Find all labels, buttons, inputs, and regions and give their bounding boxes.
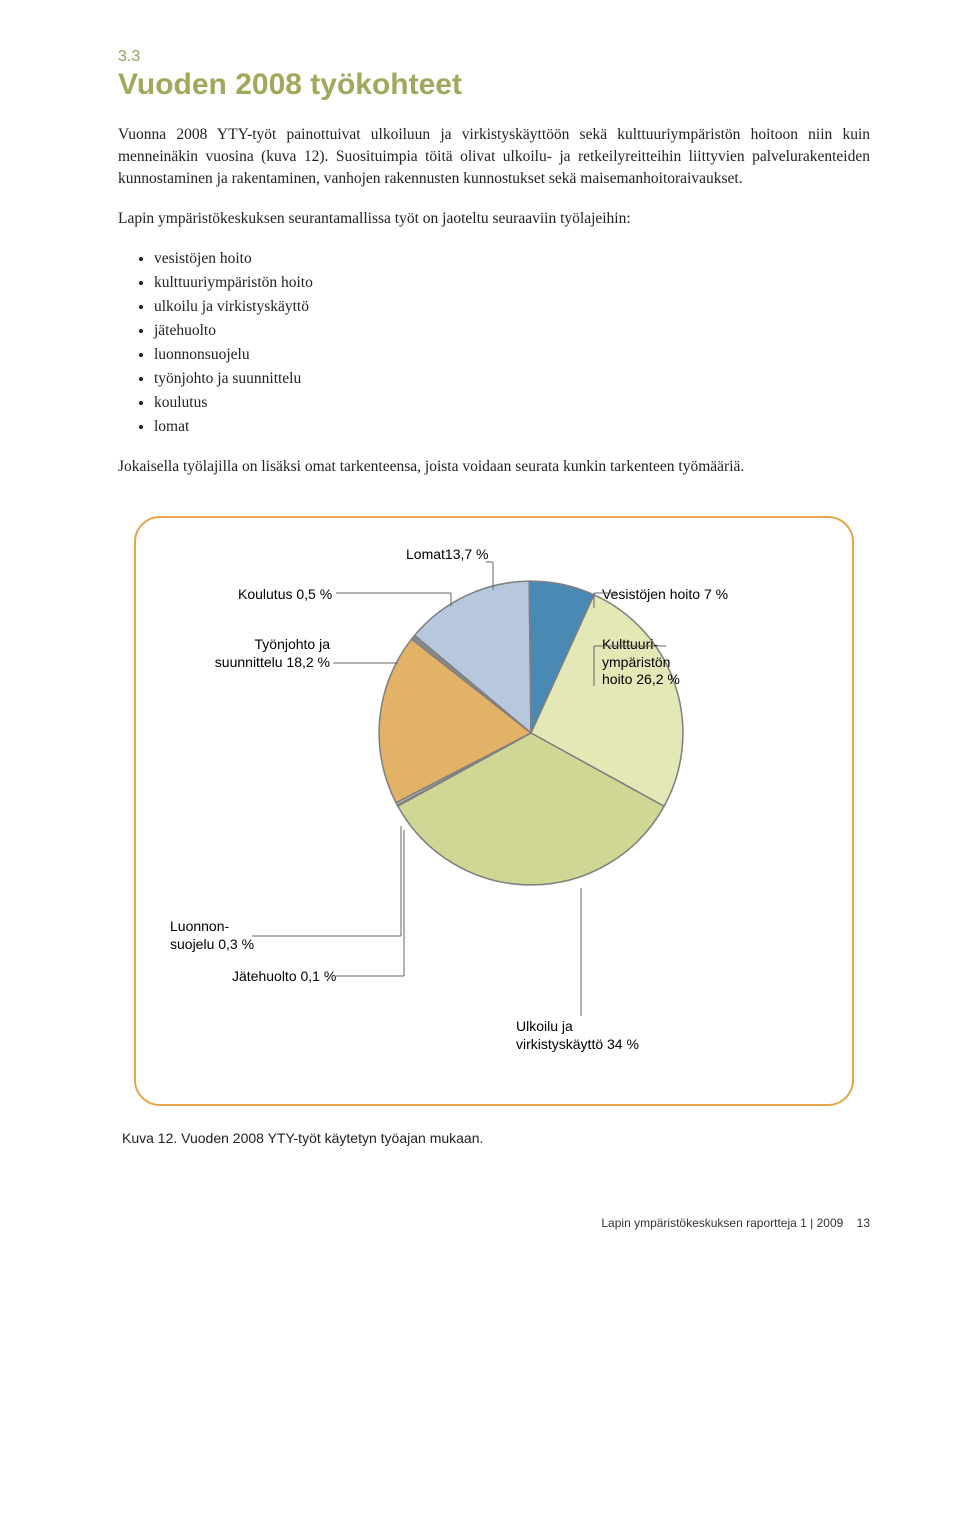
- page-title: Vuoden 2008 työkohteet: [118, 68, 870, 102]
- list-item: jätehuolto: [154, 320, 870, 342]
- list-item: kulttuuriympäristön hoito: [154, 272, 870, 294]
- list-item: työnjohto ja suunnittelu: [154, 368, 870, 390]
- paragraph-1: Vuonna 2008 YTY-työt painottuivat ulkoil…: [118, 124, 870, 190]
- pie-chart-frame: Lomat13,7 % Koulutus 0,5 % Työnjohto ja …: [134, 516, 854, 1106]
- pie-label-jatehuolto: Jätehuolto 0,1 %: [232, 968, 336, 986]
- list-item: koulutus: [154, 392, 870, 414]
- section-number: 3.3: [118, 48, 870, 66]
- pie-label-koulutus: Koulutus 0,5 %: [238, 586, 332, 604]
- footer-text: Lapin ympäristökeskuksen raportteja 1 | …: [601, 1216, 843, 1230]
- pie-label-ulkoilu: Ulkoilu ja virkistyskäyttö 34 %: [516, 1018, 639, 1053]
- pie-label-kulttuuri: Kulttuuri- ympäristön hoito 26,2 %: [602, 636, 680, 689]
- pie-label-luonnon: Luonnon- suojelu 0,3 %: [170, 918, 254, 953]
- paragraph-3: Jokaisella työlajilla on lisäksi omat ta…: [118, 456, 870, 478]
- page-footer: Lapin ympäristökeskuksen raportteja 1 | …: [118, 1216, 870, 1230]
- paragraph-2: Lapin ympäristökeskuksen seurantamalliss…: [118, 208, 870, 230]
- figure-caption: Kuva 12. Vuoden 2008 YTY-työt käytetyn t…: [122, 1130, 870, 1146]
- list-item: lomat: [154, 416, 870, 438]
- pie-label-lomat: Lomat13,7 %: [406, 546, 489, 564]
- list-item: ulkoilu ja virkistyskäyttö: [154, 296, 870, 318]
- list-item: vesistöjen hoito: [154, 248, 870, 270]
- pie-chart: [376, 578, 686, 888]
- pie-label-tyonjohto: Työnjohto ja suunnittelu 18,2 %: [190, 636, 330, 671]
- bullet-list: vesistöjen hoito kulttuuriympäristön hoi…: [136, 248, 870, 438]
- list-item: luonnonsuojelu: [154, 344, 870, 366]
- page-number: 13: [857, 1216, 870, 1230]
- pie-label-vesistojen: Vesistöjen hoito 7 %: [602, 586, 728, 604]
